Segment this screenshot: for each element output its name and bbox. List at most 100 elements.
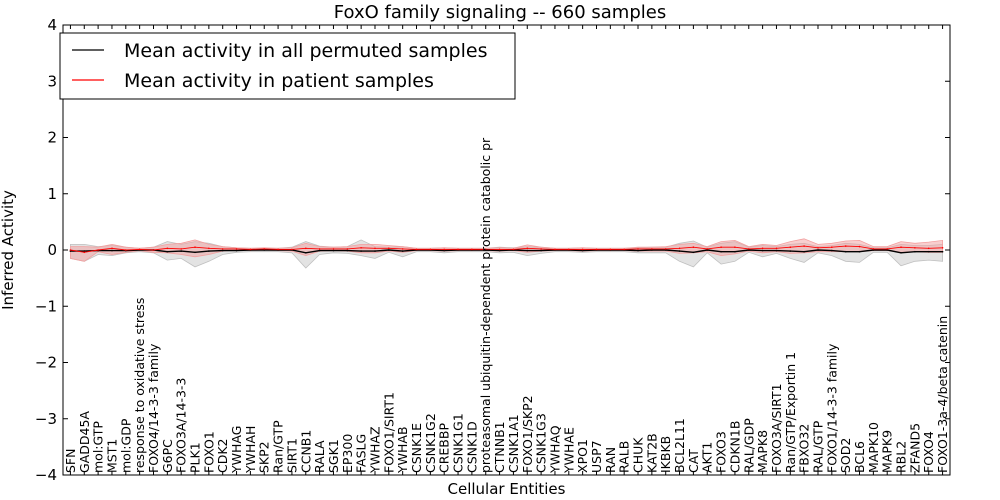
point-series-1-50 xyxy=(761,247,764,250)
x-tick-label: USP7 xyxy=(589,440,604,473)
point-series-0-60 xyxy=(900,252,902,254)
x-tick-label: G6PC xyxy=(160,439,175,473)
point-series-1-42 xyxy=(651,248,653,250)
point-series-1-45 xyxy=(692,246,695,248)
y-tick-label: 4 xyxy=(47,16,57,34)
x-tick-label: CREBBP xyxy=(437,423,452,473)
x-tick-label: FOXO1/SIRT1 xyxy=(381,392,396,473)
x-tick-label: MST1 xyxy=(105,439,120,473)
point-series-1-43 xyxy=(664,248,667,250)
point-series-0-19 xyxy=(332,249,335,252)
point-series-1-63 xyxy=(941,247,944,249)
point-series-1-25 xyxy=(415,248,418,251)
x-tick-label: FOXO1/SKP2 xyxy=(520,395,535,473)
point-series-0-53 xyxy=(803,250,805,253)
point-series-0-11 xyxy=(221,249,224,252)
point-series-0-61 xyxy=(914,250,916,253)
point-series-0-23 xyxy=(388,249,390,251)
x-tick-label: FOXO1 xyxy=(201,431,216,473)
point-series-1-8 xyxy=(180,248,182,250)
x-tick-label: YWHAH xyxy=(243,426,258,474)
x-tick-label: RALB xyxy=(617,441,632,473)
x-tick-label: BCL6 xyxy=(852,441,867,473)
point-series-1-56 xyxy=(844,245,847,247)
point-series-1-28 xyxy=(457,248,459,251)
x-tick-label: FOXO1-3a-4/beta catenin xyxy=(935,316,950,473)
point-series-0-57 xyxy=(858,250,861,253)
point-series-1-20 xyxy=(346,248,349,250)
x-tick-label: CDK2 xyxy=(215,438,230,473)
x-tick-label: CSNK1D xyxy=(464,421,479,473)
x-tick-label: proteasomal ubiquitin-dependent protein … xyxy=(478,137,493,473)
point-series-1-26 xyxy=(429,248,432,251)
point-series-1-11 xyxy=(221,248,224,250)
point-series-0-50 xyxy=(761,249,764,252)
point-series-1-40 xyxy=(623,248,625,251)
point-series-1-6 xyxy=(152,249,155,251)
point-series-1-15 xyxy=(277,248,279,251)
point-series-0-18 xyxy=(318,249,321,252)
x-tick-label: YWHAG xyxy=(229,426,244,474)
x-tick-label: GADD45A xyxy=(77,411,92,473)
x-tick-label: FASLG xyxy=(354,434,369,473)
point-series-1-49 xyxy=(748,248,750,250)
x-tick-label: CSNK1G3 xyxy=(534,413,549,473)
point-series-0-7 xyxy=(166,250,169,253)
x-tick-label: RALA xyxy=(312,440,327,473)
x-tick-label: CSNK1G1 xyxy=(451,413,466,473)
point-series-1-9 xyxy=(194,246,196,248)
x-tick-label: SOD2 xyxy=(838,438,853,473)
point-series-0-49 xyxy=(748,249,750,251)
point-series-1-33 xyxy=(526,247,529,250)
point-series-1-14 xyxy=(263,248,266,250)
legend-box xyxy=(59,32,516,100)
point-series-1-55 xyxy=(831,246,833,248)
point-series-1-60 xyxy=(900,246,902,248)
point-series-0-21 xyxy=(360,250,362,252)
x-tick-label: RBL2 xyxy=(894,441,909,473)
point-series-0-62 xyxy=(927,250,930,253)
point-series-1-7 xyxy=(166,247,169,250)
point-series-0-45 xyxy=(692,251,695,254)
x-tick-label: mol:GTP xyxy=(91,421,106,473)
x-tick-label: CSNK1E xyxy=(409,423,424,473)
point-series-1-2 xyxy=(97,249,99,251)
series-lines xyxy=(69,245,944,254)
point-series-0-47 xyxy=(720,250,722,253)
x-tick-label: YWHAE xyxy=(561,427,576,474)
point-series-1-32 xyxy=(512,248,515,251)
y-tick-label: −3 xyxy=(35,410,57,428)
y-tick-label: −4 xyxy=(35,466,57,484)
point-series-0-41 xyxy=(637,249,639,252)
point-series-1-19 xyxy=(332,248,335,250)
point-series-1-35 xyxy=(554,248,556,251)
x-tick-label: RAL/GTP xyxy=(811,420,826,473)
x-tick-label: FOXO1/14-3-3 family xyxy=(824,343,839,473)
point-series-0-56 xyxy=(844,250,847,253)
x-tick-label: FOXO3 xyxy=(714,431,729,473)
y-tick-label: −2 xyxy=(35,354,57,372)
confidence-bands xyxy=(70,238,943,269)
line-series-0 xyxy=(70,249,943,254)
y-tick-label: 2 xyxy=(47,129,57,147)
line-series-1 xyxy=(70,245,943,253)
point-series-0-22 xyxy=(374,250,376,252)
point-series-0-43 xyxy=(664,249,667,251)
x-tick-label: EP300 xyxy=(340,434,355,473)
point-series-1-44 xyxy=(678,247,681,250)
x-tick-label: BCL2L11 xyxy=(672,418,687,473)
point-series-0-59 xyxy=(886,249,888,251)
point-series-0-20 xyxy=(346,249,349,252)
point-series-1-30 xyxy=(484,248,487,251)
point-series-0-37 xyxy=(581,249,584,252)
point-series-1-38 xyxy=(595,248,598,251)
x-tick-label: FBXO32 xyxy=(797,424,812,473)
point-series-1-1 xyxy=(83,251,86,254)
point-series-1-51 xyxy=(775,247,778,250)
x-tick-label: Ran/GTP xyxy=(271,420,286,473)
point-series-1-59 xyxy=(886,248,888,250)
point-series-1-4 xyxy=(125,249,127,251)
point-series-1-53 xyxy=(803,245,805,247)
